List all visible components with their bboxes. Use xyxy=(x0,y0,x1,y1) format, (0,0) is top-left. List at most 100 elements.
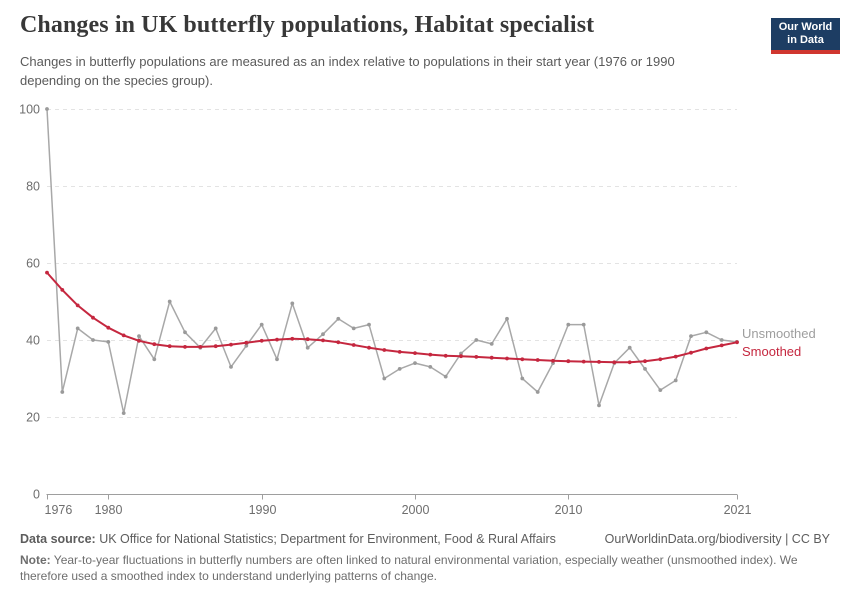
smoothed-point xyxy=(474,355,479,359)
chart-footer: Data source: UK Office for National Stat… xyxy=(20,531,830,584)
smoothed-point xyxy=(443,353,448,358)
smoothed-point xyxy=(183,345,187,349)
unsmoothed-point xyxy=(259,322,264,327)
smoothed-point xyxy=(259,338,264,343)
smoothed-point xyxy=(45,270,49,275)
unsmoothed-point xyxy=(397,367,402,371)
unsmoothed-point xyxy=(305,345,310,350)
x-tick-label: 2000 xyxy=(402,503,430,517)
unsmoothed-point xyxy=(673,378,678,383)
smoothed-point xyxy=(305,337,310,342)
unsmoothed-point xyxy=(321,332,325,337)
smoothed-point xyxy=(489,355,494,360)
smoothed-point xyxy=(581,359,586,364)
chart-note: Note: Year-to-year fluctuations in butte… xyxy=(20,553,798,583)
smoothed-point xyxy=(351,343,356,347)
smoothed-point xyxy=(244,340,249,345)
smoothed-point xyxy=(367,345,371,350)
smoothed-point xyxy=(229,342,233,347)
unsmoothed-point xyxy=(152,357,157,362)
unsmoothed-point xyxy=(566,322,571,327)
unsmoothed-point xyxy=(336,316,341,321)
unsmoothed-point xyxy=(106,340,111,344)
smoothed-point xyxy=(275,337,279,342)
smoothed-point xyxy=(658,357,663,362)
owid-logo-line1: Our World xyxy=(778,21,833,33)
smoothed-point xyxy=(627,360,632,365)
unsmoothed-line[interactable] xyxy=(46,108,738,414)
page-title: Changes in UK butterfly populations, Hab… xyxy=(20,12,595,38)
smoothed-point xyxy=(535,358,540,362)
unsmoothed-point xyxy=(60,390,65,394)
unsmoothed-point xyxy=(505,316,509,321)
unsmoothed-point xyxy=(413,361,417,365)
legend-unsmoothed-label[interactable]: Unsmoothed xyxy=(742,326,816,341)
smoothed-point xyxy=(336,340,341,345)
x-tick-label: 2021 xyxy=(724,503,752,517)
smoothed-point xyxy=(612,360,617,365)
unsmoothed-point xyxy=(520,376,525,381)
note-label: Note: xyxy=(20,553,51,567)
smoothed-point xyxy=(91,315,95,320)
smoothed-point xyxy=(413,351,417,355)
unsmoothed-point xyxy=(91,338,95,342)
smoothed-point xyxy=(382,348,387,352)
smoothed-point xyxy=(167,344,172,349)
smoothed-point xyxy=(643,359,647,364)
unsmoothed-point xyxy=(229,365,233,369)
line-chart-canvas[interactable]: 0 20 40 60 80 100 1976 1980 1990 2000 2010 2021 Unsm… xyxy=(0,0,850,530)
x-tick-label: 1976 xyxy=(45,503,73,517)
source-row: Data source: UK Office for National Stat… xyxy=(20,531,830,547)
unsmoothed-point xyxy=(459,351,463,356)
smoothed-point xyxy=(213,344,218,349)
unsmoothed-point xyxy=(275,357,279,362)
smoothed-point xyxy=(520,357,525,362)
smoothed-line[interactable] xyxy=(46,271,738,364)
owid-logo[interactable]: Our World in Data xyxy=(771,18,840,54)
unsmoothed-point xyxy=(167,299,172,304)
y-tick-label: 60 xyxy=(26,257,40,271)
smoothed-point xyxy=(566,359,571,364)
chart-area[interactable]: 0 20 40 60 80 100 1976 1980 1990 2000 2010 2021 Unsm… xyxy=(0,0,850,530)
smoothed-point xyxy=(719,343,724,348)
unsmoothed-point xyxy=(351,326,356,331)
data-source-text: Data source: UK Office for National Stat… xyxy=(20,532,556,546)
unsmoothed-point xyxy=(535,390,540,394)
legend-smoothed-label[interactable]: Smoothed xyxy=(742,344,801,359)
unsmoothed-point xyxy=(489,342,494,346)
unsmoothed-point xyxy=(213,326,218,331)
unsmoothed-point xyxy=(183,330,187,335)
smoothed-point xyxy=(75,303,80,308)
smoothed-point xyxy=(321,338,325,343)
smoothed-point xyxy=(704,346,709,351)
unsmoothed-point xyxy=(428,365,433,369)
unsmoothed-point xyxy=(581,322,586,327)
smoothed-point xyxy=(505,356,509,361)
unsmoothed-point xyxy=(719,338,724,342)
smoothed-point xyxy=(459,354,463,359)
unsmoothed-point xyxy=(689,334,693,338)
unsmoothed-point xyxy=(290,301,295,306)
y-tick-label: 80 xyxy=(26,180,40,194)
smoothed-point xyxy=(397,350,402,354)
y-tick-label: 20 xyxy=(26,411,40,425)
x-tick-label: 1980 xyxy=(95,503,123,517)
smoothed-point xyxy=(198,345,203,349)
smoothed-point xyxy=(137,338,141,343)
unsmoothed-point xyxy=(474,338,479,342)
smoothed-point xyxy=(106,325,111,330)
data-source-label: Data source: xyxy=(20,532,96,546)
smoothed-point xyxy=(152,342,157,347)
unsmoothed-point xyxy=(244,343,249,348)
unsmoothed-point xyxy=(704,330,709,335)
owid-license-link[interactable]: OurWorldinData.org/biodiversity | CC BY xyxy=(604,532,830,546)
unsmoothed-point xyxy=(643,367,647,371)
unsmoothed-point xyxy=(137,334,141,338)
smoothed-point xyxy=(673,354,678,359)
unsmoothed-point xyxy=(121,411,126,415)
unsmoothed-point xyxy=(45,107,49,111)
unsmoothed-point xyxy=(658,388,663,392)
x-tick-label: 2010 xyxy=(555,503,583,517)
unsmoothed-point xyxy=(597,403,601,408)
